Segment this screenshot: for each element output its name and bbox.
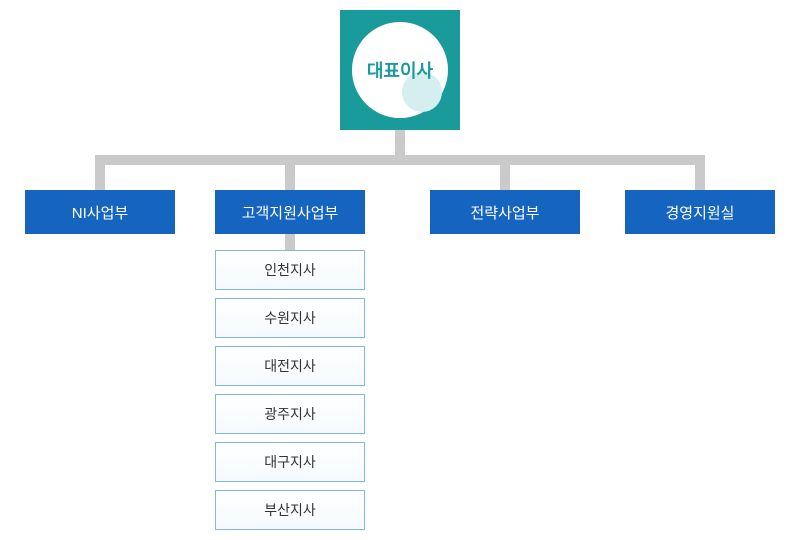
dept-label: NI사업부 <box>72 202 128 223</box>
connector-branches <box>285 234 295 250</box>
branch-incheon: 인천지사 <box>215 250 365 290</box>
branch-daegu: 대구지사 <box>215 442 365 482</box>
connector-main-h <box>95 155 705 165</box>
ceo-circle: 대표이사 <box>352 22 448 118</box>
dept-ni: NI사업부 <box>25 190 175 234</box>
connector-dept-3 <box>500 155 510 190</box>
connector-dept-1 <box>95 155 105 190</box>
dept-management-support: 경영지원실 <box>625 190 775 234</box>
dept-label: 전략사업부 <box>470 202 539 223</box>
branch-label: 광주지사 <box>264 404 316 424</box>
dept-label: 경영지원실 <box>665 202 734 223</box>
branch-label: 부산지사 <box>264 500 316 520</box>
ceo-label: 대표이사 <box>367 57 433 83</box>
connector-dept-2 <box>285 155 295 190</box>
branch-suwon: 수원지사 <box>215 298 365 338</box>
org-chart: 대표이사 NI사업부 고객지원사업부 전략사업부 경영지원실 인천지사 수원지사… <box>0 0 800 540</box>
connector-dept-4 <box>695 155 705 190</box>
branch-label: 수원지사 <box>264 308 316 328</box>
ceo-node: 대표이사 <box>340 10 460 130</box>
branch-label: 대전지사 <box>264 356 316 376</box>
branch-label: 대구지사 <box>264 452 316 472</box>
branch-busan: 부산지사 <box>215 490 365 530</box>
dept-strategy: 전략사업부 <box>430 190 580 234</box>
branch-daejeon: 대전지사 <box>215 346 365 386</box>
dept-label: 고객지원사업부 <box>242 202 339 223</box>
dept-customer-support: 고객지원사업부 <box>215 190 365 234</box>
branch-label: 인천지사 <box>264 260 316 280</box>
branch-gwangju: 광주지사 <box>215 394 365 434</box>
